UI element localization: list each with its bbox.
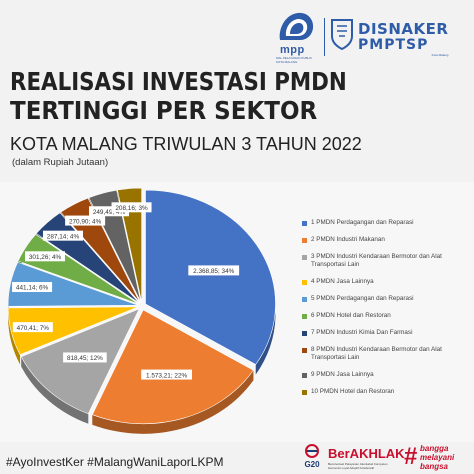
- logo-divider: [324, 18, 325, 56]
- header-logos: mpp MAL PELAYANAN PUBLIK KOTA MALANG DIS…: [274, 8, 464, 64]
- legend-swatch-8: [302, 348, 307, 353]
- legend-label-1: 1 PMDN Perdagangan dan Reparasi: [311, 219, 414, 226]
- hashtag-mark: #: [404, 443, 418, 470]
- title-line2: TERTINGGI PER SEKTOR: [10, 96, 318, 125]
- data-label-box-1: [188, 265, 240, 276]
- pie-slice-2: [91, 309, 254, 425]
- legend-swatch-10: [302, 390, 307, 395]
- footer: [0, 449, 474, 474]
- legend-label-5: 5 PMDN Perdagangan dan Reparasi: [311, 295, 414, 302]
- legend-swatch-2: [302, 238, 307, 243]
- legend-item-10: 10 PMDN Hotel dan Restoran: [302, 388, 472, 396]
- pie-slice-1: [145, 189, 276, 365]
- legend-swatch-1: [302, 221, 307, 226]
- mpp-subtext: MAL PELAYANAN PUBLIK KOTA MALANG: [276, 56, 312, 64]
- bangsa-line: bangsa: [420, 462, 449, 471]
- data-label-box-8: [65, 215, 106, 226]
- data-label-6: 301,26; 4%: [29, 254, 62, 261]
- agency-name: DISNAKER PMPTSP Kota Malang: [358, 20, 448, 57]
- mpp-logo: mpp MAL PELAYANAN PUBLIK KOTA MALANG: [276, 10, 318, 64]
- data-label-9: 249,49; 4%: [93, 209, 126, 216]
- pie-slice-side-4: [8, 307, 21, 365]
- pie-slice-10: [117, 187, 142, 303]
- subtitle: KOTA MALANG TRIWULAN 3 TAHUN 2022: [10, 134, 362, 154]
- data-label-box-2: [141, 369, 193, 380]
- legend-label-10: 10 PMDN Hotel dan Restoran: [311, 388, 395, 395]
- data-label-box-10: [111, 202, 152, 213]
- agency-line3: Kota Malang: [431, 53, 449, 57]
- malang-emblem-icon: [331, 19, 353, 50]
- unit-note: (dalam Rupiah Jutaan): [12, 157, 109, 168]
- legend-swatch-4: [302, 280, 307, 285]
- data-label-2: 1.573,21; 22%: [146, 372, 188, 379]
- legend-item-6: 6 PMDN Hotel dan Restoran: [302, 312, 472, 320]
- legend-item-8: 8 PMDN Industri Kendaraan Bermotor dan A…: [302, 346, 472, 362]
- data-label-3: 818,45; 12%: [67, 355, 103, 362]
- pie-slice-5: [7, 261, 139, 307]
- data-label-8: 270,90; 4%: [69, 218, 102, 225]
- data-label-1: 2.368,85; 34%: [193, 268, 235, 275]
- legend-item-1: 1 PMDN Perdagangan dan Reparasi: [302, 219, 472, 227]
- berakhlak-logo: BerAKHLAK: [328, 446, 405, 461]
- legend-swatch-9: [302, 373, 307, 378]
- legend-swatch-3: [302, 255, 307, 260]
- data-label-box-5: [12, 282, 53, 293]
- data-label-box-6: [25, 251, 66, 262]
- legend-swatch-6: [302, 314, 307, 319]
- legend-label-7: 7 PMDN Industri Kimia Dan Farmasi: [311, 329, 413, 336]
- data-label-7: 287,14; 4%: [47, 233, 80, 240]
- title-line1: REALISASI INVESTASI PMDN: [10, 67, 347, 96]
- legend-item-3: 3 PMDN Industri Kendaraan Bermotor dan A…: [302, 253, 472, 269]
- hashtags: #AyoInvestKer #MalangWaniLaporLKPM: [6, 455, 224, 469]
- legend-item-2: 2 PMDN Industri Makanan: [302, 236, 472, 244]
- legend-label-8: 8 PMDN Industri Kendaraan Bermotor dan A…: [311, 346, 442, 361]
- data-label-box-9: [89, 206, 130, 217]
- legend-label-9: 9 PMDN Jasa Lainnya: [311, 371, 374, 378]
- legend-item-5: 5 PMDN Perdagangan dan Reparasi: [302, 295, 472, 303]
- melayani-line: melayani: [420, 453, 455, 462]
- legend-item-4: 4 PMDN Jasa Lainnya: [302, 278, 472, 286]
- g20-logo: G20: [304, 444, 320, 469]
- pie-chart: 2.368,85; 34% 1.573,21; 22% 818,45; 12% 470…: [7, 187, 276, 434]
- legend-item-7: 7 PMDN Industri Kimia Dan Farmasi: [302, 329, 472, 337]
- legend-label-2: 2 PMDN Industri Makanan: [311, 236, 385, 243]
- agency-line1: DISNAKER: [358, 20, 449, 38]
- pie-slice-4: [7, 306, 139, 356]
- bangga-melayani-bangsa-logo: bangga melayani bangsa: [420, 444, 454, 471]
- data-label-5: 441,14; 6%: [16, 285, 49, 292]
- legend-label-6: 6 PMDN Hotel dan Restoran: [311, 312, 391, 319]
- data-label-10: 208,16; 3%: [115, 205, 148, 212]
- legend-swatch-5: [302, 297, 307, 302]
- data-label-box-3: [63, 352, 107, 363]
- mpp-text: mpp: [280, 44, 305, 56]
- data-label-4: 470,41; 7%: [17, 325, 50, 332]
- data-label-box-7: [42, 230, 83, 241]
- berakhlak-subtext: Berorientasi Pelayanan Akuntabel Kompete…: [328, 462, 388, 470]
- pie-slice-side-3: [21, 356, 89, 424]
- agency-line2: PMPTSP: [358, 37, 429, 53]
- bangga-line: bangga: [420, 444, 449, 453]
- legend-label-3: 3 PMDN Industri Kendaraan Bermotor dan A…: [311, 253, 442, 268]
- legend-swatch-7: [302, 331, 307, 336]
- legend-item-9: 9 PMDN Jasa Lainnya: [302, 371, 472, 379]
- pie-data-labels: 2.368,85; 34% 1.573,21; 22% 818,45; 12% 470…: [12, 202, 240, 380]
- chart-legend: 1 PMDN Perdagangan dan Reparasi 2 PMDN In…: [302, 219, 472, 405]
- pie-slice-tops: [7, 187, 276, 425]
- data-label-box-4: [12, 322, 53, 333]
- legend-label-4: 4 PMDN Jasa Lainnya: [311, 278, 374, 285]
- g20-text: G20: [304, 460, 320, 469]
- mpp-lion-icon: [279, 12, 314, 41]
